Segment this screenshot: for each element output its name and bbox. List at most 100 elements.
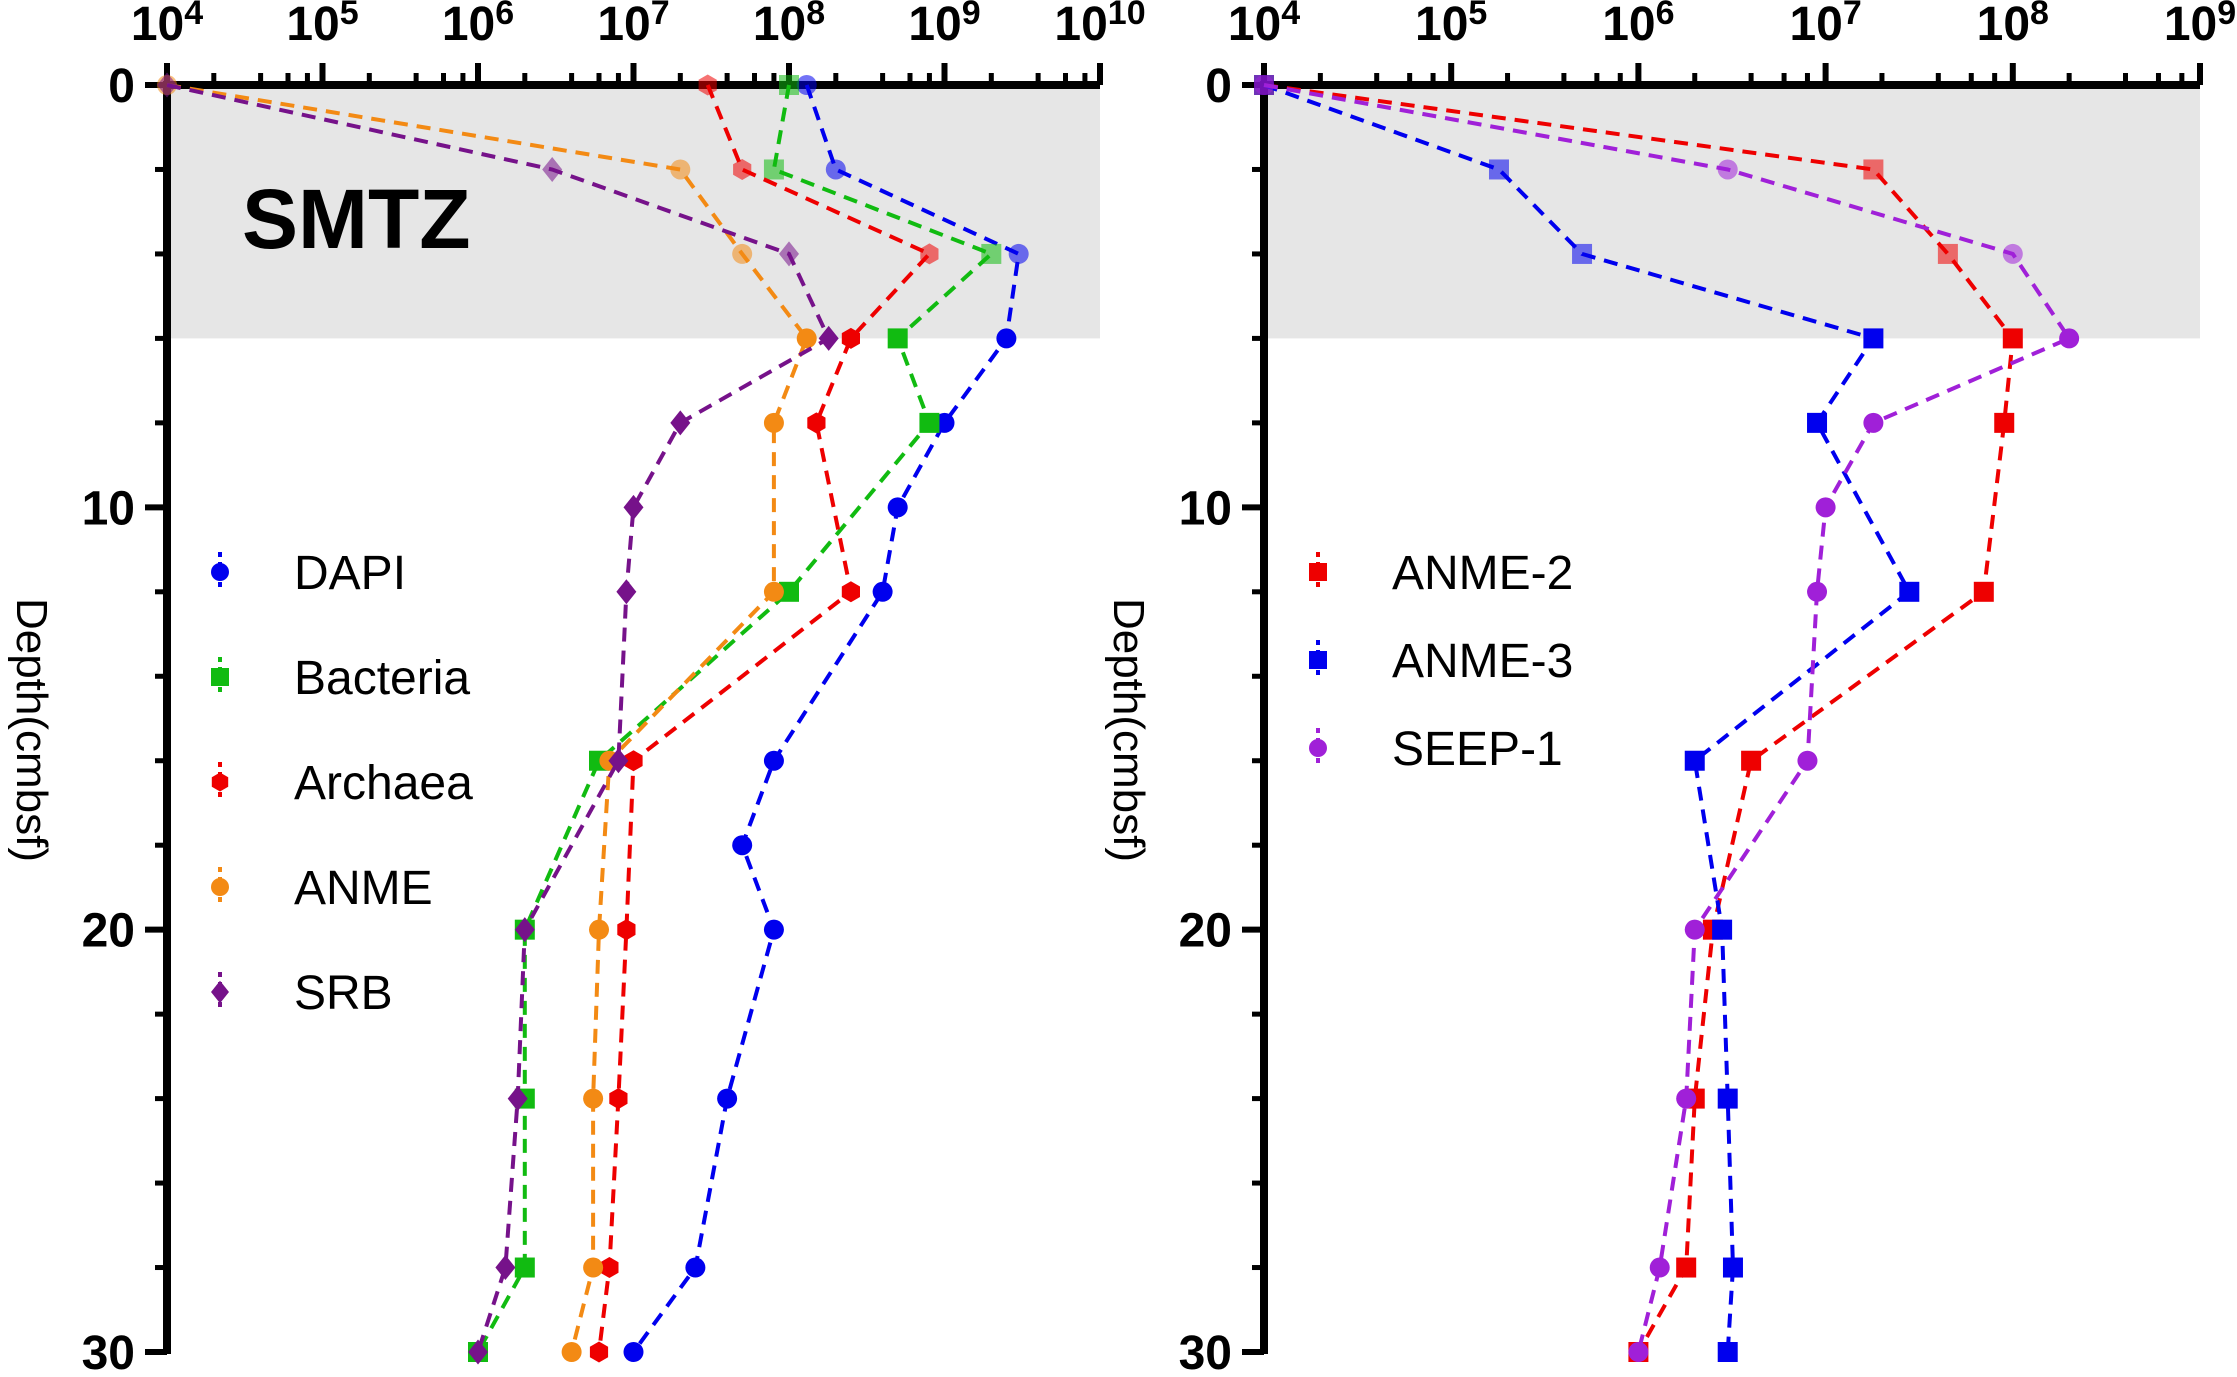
data-point-anme: [732, 243, 753, 264]
y-tick-label: 30: [82, 1327, 135, 1372]
data-point-anme-2: [1741, 750, 1762, 771]
legend-item-dapi: DAPI: [211, 547, 406, 600]
data-point-bacteria: [887, 328, 908, 349]
data-point-archaea: [600, 1257, 619, 1278]
data-point-anme-2: [1973, 581, 1994, 602]
data-point-anme-3: [1488, 159, 1509, 180]
series-srb: [157, 72, 839, 1365]
data-point-srb: [779, 241, 799, 267]
series-archaea: [589, 74, 939, 1363]
data-point-anme-3: [1899, 581, 1920, 602]
data-point-dapi: [887, 497, 908, 518]
data-point-dapi: [717, 1088, 738, 1109]
series-line-srb: [166, 83, 832, 1353]
series-line-anme-3: [1263, 83, 1912, 1353]
legend-marker: [211, 772, 229, 792]
data-point-archaea: [733, 159, 752, 180]
data-point-anme-2: [2002, 328, 2023, 349]
x-tick-label: 106: [442, 0, 514, 51]
data-point-archaea: [920, 243, 939, 265]
data-point-anme-3: [1807, 412, 1828, 433]
data-point-dapi: [1008, 243, 1029, 264]
data-point-anme-3: [1863, 328, 1884, 349]
data-point-dapi: [825, 159, 846, 180]
legend-marker: [211, 878, 229, 896]
x-tick-label: 106: [1602, 0, 1674, 51]
series-seep-1: [1254, 75, 2080, 1362]
legend-item-seep-1: SEEP-1: [1309, 723, 1563, 776]
data-point-seep-1: [1815, 497, 1836, 518]
legend-marker: [1309, 651, 1327, 669]
data-point-seep-1: [1628, 1342, 1649, 1362]
data-point-anme-2: [1863, 159, 1884, 180]
data-point-srb: [542, 156, 563, 182]
data-point-archaea: [589, 1341, 609, 1363]
data-point-anme-2: [1937, 243, 1958, 264]
panel-right: 104 105 106 107 108 109 0 10 20 30 Depth(cmbsf) ANM…: [1104, 0, 2236, 1377]
series-line-bacteria: [476, 84, 996, 1353]
legend-label: ANME-2: [1392, 547, 1573, 600]
data-point-seep-1: [1807, 581, 1828, 602]
data-point-anme-3: [1717, 1088, 1738, 1109]
data-point-srb: [157, 72, 177, 98]
x-tick-label: 107: [597, 0, 669, 51]
data-point-anme-2: [1676, 1257, 1697, 1278]
x-tick-label: 109: [908, 0, 980, 51]
data-point-archaea: [698, 74, 717, 96]
legend-marker: [211, 980, 229, 1004]
data-point-anme-3: [1712, 919, 1733, 940]
legend-label: Bacteria: [294, 652, 470, 705]
data-point-seep-1: [1797, 750, 1818, 771]
y-tick-label: 20: [82, 905, 135, 958]
data-point-archaea: [841, 327, 860, 349]
legend-item-archaea: Archaea: [211, 757, 473, 810]
data-point-archaea: [841, 581, 860, 603]
data-point-anme: [589, 919, 610, 940]
data-point-dapi: [796, 75, 817, 95]
legend-item-srb: SRB: [211, 967, 393, 1020]
x-tick-label: 1010: [1054, 0, 1145, 51]
y-tick-label: 20: [1179, 905, 1232, 958]
legend-label: SEEP-1: [1392, 723, 1563, 776]
panel-left: SMTZ 104 105 106 107 108 109 1010 0 10 20 30 Depth(c…: [7, 0, 1146, 1377]
data-point-bacteria: [763, 159, 784, 180]
data-point-seep-1: [1684, 919, 1705, 940]
x-tick-label: 108: [753, 0, 825, 51]
legend-label: SRB: [294, 967, 393, 1020]
y-tick-label: 10: [82, 482, 135, 535]
legend-item-anme: ANME: [211, 862, 433, 915]
legend-marker: [211, 668, 229, 686]
x-tick-label: 105: [1415, 0, 1487, 51]
data-point-archaea: [609, 1088, 628, 1110]
data-point-srb: [468, 1339, 488, 1365]
data-point-srb: [623, 494, 644, 520]
x-tick-label: 107: [1789, 0, 1861, 51]
data-point-anme-3: [1684, 750, 1705, 771]
series-dapi: [623, 75, 1029, 1362]
y-tick-label: 30: [1179, 1327, 1232, 1372]
data-point-bacteria: [919, 412, 940, 433]
data-point-seep-1: [1676, 1088, 1697, 1109]
data-point-anme-2: [1994, 412, 2015, 433]
data-point-srb: [670, 410, 691, 436]
smtz-band: [167, 85, 1100, 339]
legend-label: ANME-3: [1392, 635, 1573, 688]
y-tick-label: 0: [108, 60, 135, 113]
data-point-seep-1: [2002, 243, 2023, 264]
x-tick-label: 109: [2164, 0, 2236, 51]
data-point-archaea: [807, 412, 826, 434]
data-point-dapi: [623, 1342, 644, 1362]
y-axis-label: Depth(cmbsf): [1104, 598, 1153, 862]
data-point-bacteria: [779, 75, 799, 95]
data-point-seep-1: [1649, 1257, 1670, 1278]
data-point-seep-1: [2059, 328, 2080, 349]
data-point-srb: [818, 325, 839, 351]
data-point-archaea: [624, 750, 643, 772]
y-axis-label: Depth(cmbsf): [7, 598, 56, 862]
x-tick-label: 104: [1228, 0, 1300, 51]
data-point-seep-1: [1254, 75, 1274, 95]
data-point-dapi: [996, 328, 1017, 349]
data-point-srb: [495, 1255, 516, 1281]
